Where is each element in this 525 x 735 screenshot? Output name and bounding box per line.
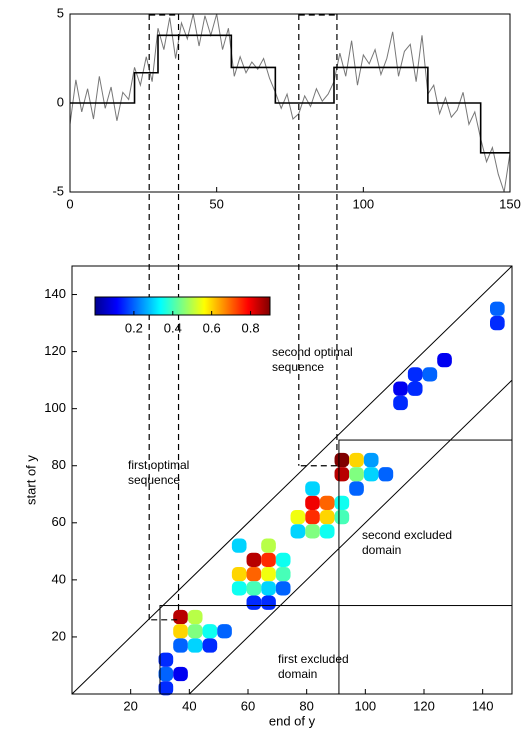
x-axis-label: end of y <box>269 713 316 728</box>
annotation: second excluded domain <box>362 528 453 557</box>
heat-cell <box>290 509 306 525</box>
annotation: first optimal sequence <box>128 458 190 487</box>
line-series <box>70 34 510 154</box>
heat-cell <box>349 452 364 468</box>
annotation: second optimal sequence <box>272 345 353 374</box>
x-tick-label: 120 <box>413 698 435 713</box>
y-tick-label: 5 <box>57 5 64 20</box>
heat-cell <box>261 538 276 553</box>
plot-frame <box>71 265 513 695</box>
diagonal <box>71 265 513 695</box>
diagonal <box>188 379 513 695</box>
heat-cell <box>363 467 379 482</box>
heat-cell <box>217 624 232 639</box>
colorbar-tick-label: 0.6 <box>203 320 221 335</box>
colorbar <box>94 296 271 316</box>
heat-cell <box>187 638 203 653</box>
y-axis-label: start of y <box>23 455 38 505</box>
heat-cell <box>158 666 174 682</box>
plot-frame <box>69 13 511 193</box>
x-tick-label: 0 <box>66 196 73 211</box>
heat-cell <box>305 481 320 496</box>
heat-cell <box>437 353 452 368</box>
heat-cell <box>422 367 438 382</box>
heat-cell <box>349 467 364 482</box>
heat-cell <box>407 367 423 382</box>
heat-cell <box>334 509 350 525</box>
heat-cell <box>393 381 408 396</box>
x-tick-label: 100 <box>352 196 374 211</box>
heat-cell <box>246 567 262 582</box>
y-tick-label: 100 <box>44 400 66 415</box>
y-tick-label: 0 <box>57 94 64 109</box>
heat-cell <box>334 452 350 468</box>
heat-cell <box>305 524 320 539</box>
y-tick-label: 120 <box>44 343 66 358</box>
x-tick-label: 20 <box>123 698 137 713</box>
heat-cell <box>231 581 247 596</box>
heat-cell <box>334 495 350 510</box>
x-tick-label: 50 <box>209 196 223 211</box>
heat-cell <box>378 467 394 482</box>
heat-cell <box>202 638 218 653</box>
heat-cell <box>334 467 350 482</box>
heat-cell <box>349 481 364 496</box>
y-tick-label: -5 <box>52 183 64 198</box>
line-series <box>69 13 511 193</box>
heat-cell <box>246 552 262 568</box>
heat-cell <box>490 301 505 316</box>
heat-cell <box>363 452 379 468</box>
heat-cell <box>275 552 291 568</box>
x-tick-label: 100 <box>354 698 376 713</box>
heat-cell <box>393 395 408 411</box>
heat-cell <box>407 381 423 396</box>
heat-cell <box>231 538 247 553</box>
y-tick-label: 80 <box>52 457 66 472</box>
y-tick-label: 60 <box>52 514 66 529</box>
x-tick-label: 80 <box>299 698 313 713</box>
heat-cell <box>173 609 188 625</box>
x-tick-label: 150 <box>499 196 521 211</box>
heat-cell <box>261 567 276 582</box>
heat-cell <box>319 495 335 510</box>
heat-cell <box>290 524 306 539</box>
heat-cell <box>275 567 291 582</box>
heat-cell <box>231 567 247 582</box>
heat-cell <box>202 624 218 639</box>
heat-cell <box>246 595 262 610</box>
heat-cell <box>305 495 320 510</box>
y-tick-label: 140 <box>44 286 66 301</box>
heat-cell <box>173 666 188 682</box>
heat-cell <box>319 509 335 525</box>
heat-cell <box>261 595 276 610</box>
annotation: first excluded domain <box>278 652 349 681</box>
heat-cell <box>490 315 505 331</box>
heat-cell <box>173 638 188 653</box>
heat-cell <box>261 581 276 596</box>
heat-cell <box>158 681 174 696</box>
heat-cell <box>261 552 276 568</box>
y-tick-label: 40 <box>52 571 66 586</box>
colorbar-tick-label: 0.8 <box>242 320 260 335</box>
heat-cell <box>173 624 188 639</box>
x-tick-label: 60 <box>241 698 255 713</box>
heat-cell <box>187 624 203 639</box>
heat-cell <box>319 524 335 539</box>
heat-cell <box>305 509 320 525</box>
heat-cell <box>246 581 262 596</box>
y-tick-label: 20 <box>52 628 66 643</box>
colorbar-tick-label: 0.2 <box>125 320 143 335</box>
x-tick-label: 140 <box>472 698 494 713</box>
heat-cell <box>187 609 203 625</box>
x-tick-label: 40 <box>182 698 196 713</box>
heat-cell <box>158 652 174 667</box>
colorbar-tick-label: 0.4 <box>164 320 182 335</box>
heat-cell <box>275 581 291 596</box>
